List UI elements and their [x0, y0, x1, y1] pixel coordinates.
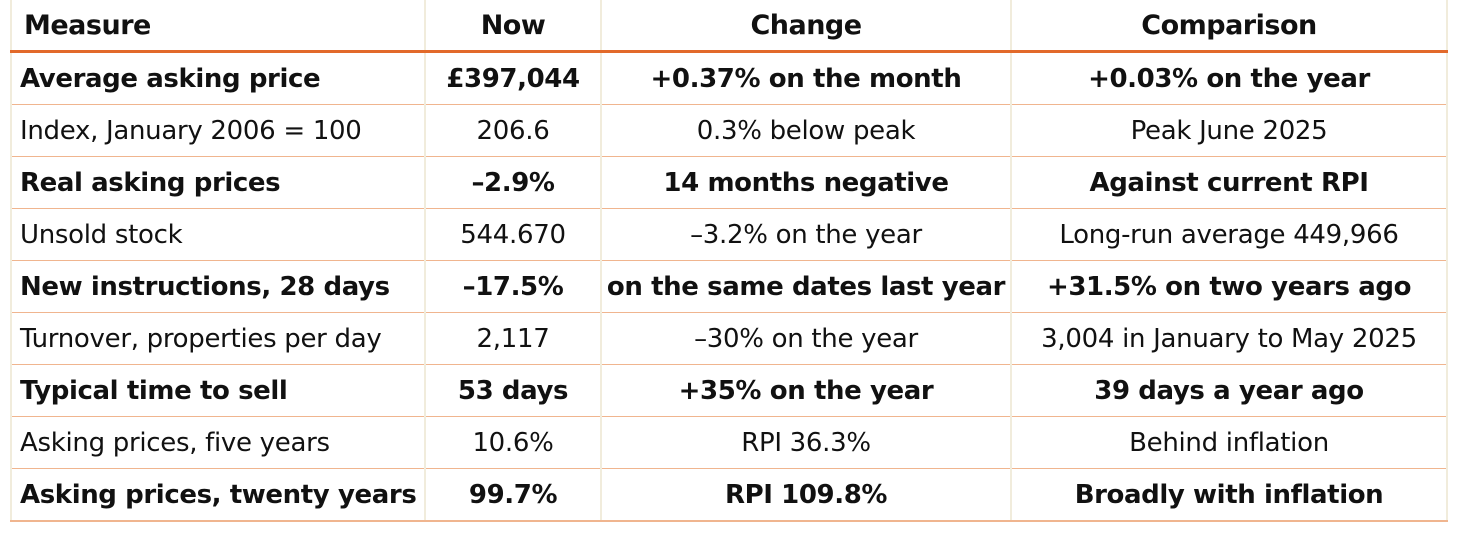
cell-change: –3.2% on the year [600, 208, 1011, 261]
table-row: Asking prices, twenty years 99.7% RPI 10… [10, 468, 1448, 522]
cell-measure: Asking prices, twenty years [10, 468, 425, 522]
table-row: Unsold stock 544.670 –3.2% on the year L… [10, 208, 1448, 261]
column-header-comparison: Comparison [1010, 0, 1448, 53]
column-header-change: Change [600, 0, 1011, 53]
cell-measure: Typical time to sell [10, 364, 425, 417]
cell-comparison: Broadly with inflation [1010, 468, 1448, 522]
housing-market-table-container: Measure Now Change Comparison Average as… [10, 0, 1448, 522]
cell-now: 99.7% [424, 468, 601, 522]
cell-change: +35% on the year [600, 364, 1011, 417]
cell-measure: Average asking price [10, 51, 425, 105]
cell-comparison: 3,004 in January to May 2025 [1010, 312, 1448, 365]
cell-comparison: Long-run average 449,966 [1010, 208, 1448, 261]
cell-comparison: Behind inflation [1010, 416, 1448, 469]
cell-comparison: Peak June 2025 [1010, 104, 1448, 157]
cell-change: RPI 109.8% [600, 468, 1011, 522]
cell-measure: Unsold stock [10, 208, 425, 261]
cell-measure: Asking prices, five years [10, 416, 425, 469]
table-row: Turnover, properties per day 2,117 –30% … [10, 312, 1448, 365]
cell-now: 10.6% [424, 416, 601, 469]
cell-measure: Index, January 2006 = 100 [10, 104, 425, 157]
table-row: Typical time to sell 53 days +35% on the… [10, 364, 1448, 417]
cell-change: –30% on the year [600, 312, 1011, 365]
cell-change: RPI 36.3% [600, 416, 1011, 469]
cell-now: –2.9% [424, 156, 601, 209]
cell-comparison: +31.5% on two years ago [1010, 260, 1448, 313]
table-header: Measure Now Change Comparison [10, 0, 1448, 53]
table-row: Real asking prices –2.9% 14 months negat… [10, 156, 1448, 209]
cell-measure: Turnover, properties per day [10, 312, 425, 365]
cell-measure: Real asking prices [10, 156, 425, 209]
cell-comparison: Against current RPI [1010, 156, 1448, 209]
table-body: Average asking price £397,044 +0.37% on … [10, 51, 1448, 522]
header-row: Measure Now Change Comparison [10, 0, 1448, 53]
housing-market-table: Measure Now Change Comparison Average as… [10, 0, 1448, 522]
cell-now: –17.5% [424, 260, 601, 313]
table-row: Index, January 2006 = 100 206.6 0.3% bel… [10, 104, 1448, 157]
cell-now: 544.670 [424, 208, 601, 261]
cell-change: 14 months negative [600, 156, 1011, 209]
cell-change: +0.37% on the month [600, 51, 1011, 105]
cell-now: 2,117 [424, 312, 601, 365]
cell-comparison: 39 days a year ago [1010, 364, 1448, 417]
cell-now: 206.6 [424, 104, 601, 157]
column-header-measure: Measure [10, 0, 425, 53]
cell-now: £397,044 [424, 51, 601, 105]
cell-change: 0.3% below peak [600, 104, 1011, 157]
table-row: Average asking price £397,044 +0.37% on … [10, 51, 1448, 105]
table-row: New instructions, 28 days –17.5% on the … [10, 260, 1448, 313]
table-row: Asking prices, five years 10.6% RPI 36.3… [10, 416, 1448, 469]
cell-change: on the same dates last year [600, 260, 1011, 313]
cell-comparison: +0.03% on the year [1010, 51, 1448, 105]
cell-measure: New instructions, 28 days [10, 260, 425, 313]
cell-now: 53 days [424, 364, 601, 417]
column-header-now: Now [424, 0, 601, 53]
